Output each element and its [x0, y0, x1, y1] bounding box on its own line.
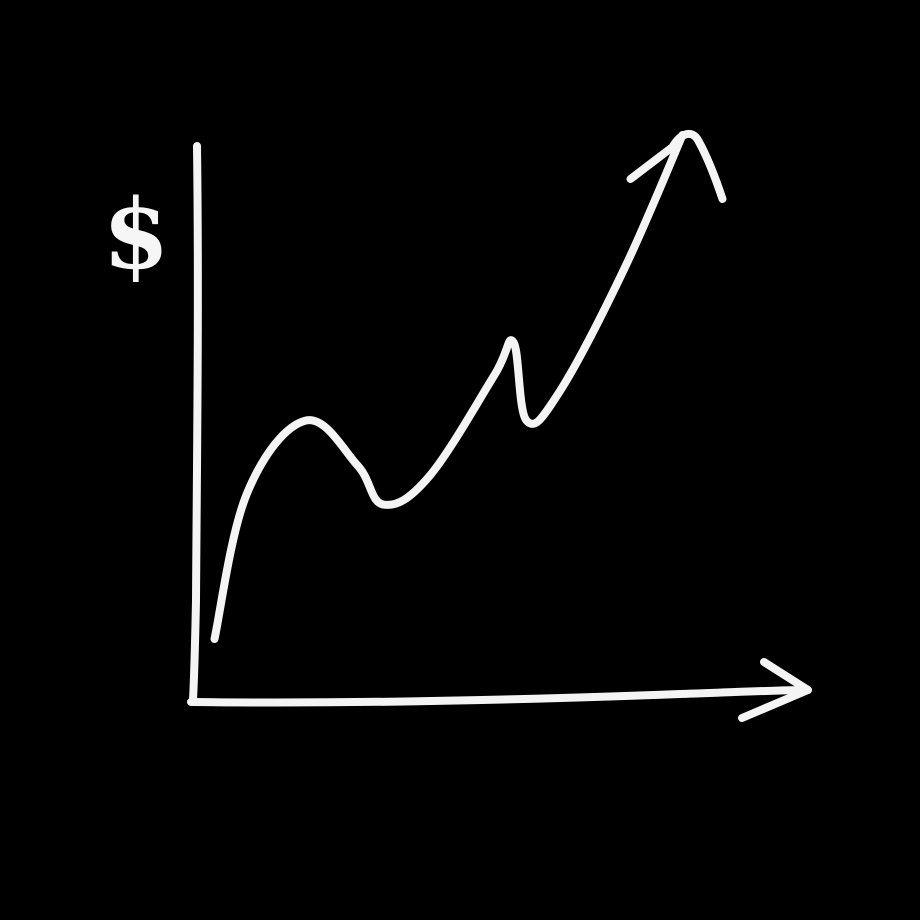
x-axis-arrowhead: [738, 658, 812, 722]
series-line-0: [210, 131, 687, 643]
series-arrowhead-0: [626, 129, 727, 203]
series-layer: [210, 129, 727, 643]
x-axis-line: [187, 686, 812, 707]
y-axis-line: [189, 142, 202, 704]
y-axis-label: $: [103, 178, 170, 291]
